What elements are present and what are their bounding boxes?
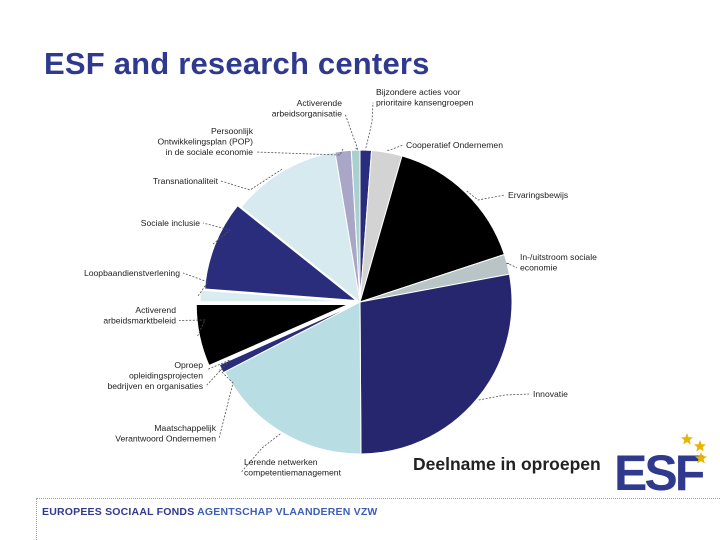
slice-label-line: opleidingsprojecten xyxy=(129,371,203,381)
star-icon xyxy=(681,433,693,445)
leader-lines xyxy=(178,102,531,473)
chart-subtitle: Deelname in oproepen xyxy=(413,454,601,474)
slice-label-line: Verantwoord Ondernemen xyxy=(115,434,216,444)
star-icons xyxy=(681,433,707,464)
leader-line xyxy=(178,319,206,337)
leader-line xyxy=(505,262,518,268)
leader-line xyxy=(202,222,231,245)
slide-title: ESF and research centers xyxy=(44,46,430,81)
leader-line xyxy=(344,113,359,152)
slice-label-line: Activerend xyxy=(135,305,176,315)
slice-label: Innovatie xyxy=(533,389,568,399)
pie-slice xyxy=(359,155,506,303)
slice-label: In-/uitstroom sociale economie xyxy=(520,252,597,273)
leader-line xyxy=(387,144,404,151)
slice-label: Bijzondere acties voor prioritaire kansen… xyxy=(376,87,474,108)
pie-slice xyxy=(224,301,362,455)
pie-slice xyxy=(195,303,349,367)
pie-slice xyxy=(240,151,361,304)
slice-label: Persoonlijk Ontwikkelingsplan (POP) in de … xyxy=(157,126,253,157)
slice-label-line: Lerende netwerken xyxy=(244,457,318,467)
star-icon xyxy=(695,452,707,464)
leader-line xyxy=(478,393,531,401)
footer-agency-name: AGENTSCHAP VLAANDEREN VZW xyxy=(197,506,378,518)
pie-slice xyxy=(359,273,513,455)
footer-org-name: EUROPEES SOCIAAL FONDS xyxy=(42,506,195,518)
slice-label-line: Cooperatief Ondernemen xyxy=(406,140,503,150)
esf-logo: ESF xyxy=(614,433,707,496)
slice-label-line: Ervaringsbewijs xyxy=(508,190,568,200)
footer-divider xyxy=(36,498,720,499)
pie-slice xyxy=(199,289,353,303)
leader-line xyxy=(466,190,506,201)
slice-label: Maatschappelijk Verantwoord Ondernemen xyxy=(115,423,217,444)
slice-label: Activerende arbeidsorganisatie xyxy=(272,98,342,119)
slice-label-line: Transnationaliteit xyxy=(153,176,219,186)
esf-logo-text: ESF xyxy=(614,445,704,496)
slice-label-line: Activerende xyxy=(297,98,343,108)
leader-line xyxy=(205,359,231,387)
slice-label-line: Ontwikkelingsplan (POP) xyxy=(157,137,253,147)
slice-label-line: Bijzondere acties voor xyxy=(376,87,461,97)
slice-label: Ervaringsbewijs xyxy=(508,190,568,200)
slice-labels: Bijzondere acties voor prioritaire kansen… xyxy=(84,87,597,478)
footer-divider-vertical xyxy=(36,498,37,540)
slice-label: Cooperatief Ondernemen xyxy=(406,140,503,150)
slice-label-line: bedrijven en organisaties xyxy=(107,381,203,391)
slice-label: Oproep opleidingsprojecten bedrijven en or… xyxy=(107,360,203,391)
slice-label-line: Sociale inclusie xyxy=(141,218,200,228)
slice-label: Loopbaandienstverlening xyxy=(84,268,180,278)
slice-label: Activerend arbeidsmarktbeleid xyxy=(103,305,176,326)
slice-label: Sociale inclusie xyxy=(141,218,200,228)
slice-label-line: Oproep xyxy=(174,360,203,370)
slice-label-line: Persoonlijk xyxy=(211,126,254,136)
slice-label: Lerende netwerken competentiemanagement xyxy=(244,457,342,478)
pie-slice xyxy=(204,204,358,302)
star-icon xyxy=(694,440,706,452)
pie-slices xyxy=(195,149,513,455)
slice-label-line: Loopbaandienstverlening xyxy=(84,268,180,278)
slice-label-line: in de sociale economie xyxy=(166,147,254,157)
slice-label-line: prioritaire kansengroepen xyxy=(376,98,474,108)
slice-label-line: Innovatie xyxy=(533,389,568,399)
slice-label-line: arbeidsorganisatie xyxy=(272,109,342,119)
slice-label: Transnationaliteit xyxy=(153,176,219,186)
slice-label-line: competentiemanagement xyxy=(244,468,342,478)
leader-line xyxy=(218,369,234,439)
slice-label-line: arbeidsmarktbeleid xyxy=(103,316,176,326)
slice-label-line: In-/uitstroom sociale xyxy=(520,252,597,262)
leader-line xyxy=(240,433,281,473)
footer: EUROPEES SOCIAAL FONDS AGENTSCHAP VLAAND… xyxy=(42,506,378,518)
slice-label-line: economie xyxy=(520,263,557,273)
leader-line xyxy=(365,102,374,149)
slice-label-line: Maatschappelijk xyxy=(154,423,216,433)
pie-slice xyxy=(350,149,361,303)
